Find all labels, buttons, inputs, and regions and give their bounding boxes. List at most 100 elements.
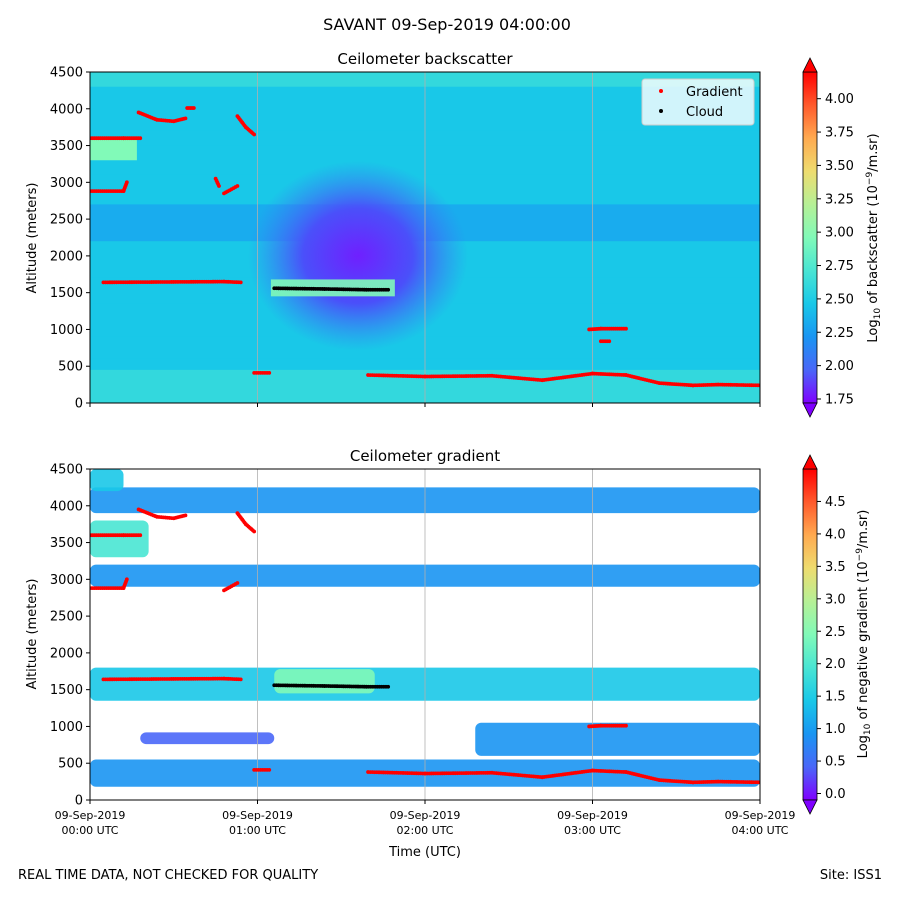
y-tick-label: 500 <box>58 360 83 375</box>
x-tick-label-time: 01:00 UTC <box>229 824 286 837</box>
quality-disclaimer: REAL TIME DATA, NOT CHECKED FOR QUALITY <box>18 868 319 883</box>
gradient-point <box>235 184 240 188</box>
colorbar-tick-label: 1.75 <box>825 392 854 407</box>
y-tick-label: 3500 <box>50 139 83 154</box>
backscatter-low-region <box>248 160 468 351</box>
gradient-colorbar: 0.0 0.5 1.0 1.5 2.0 2.5 3.0 3.5 4.0 4.5 <box>802 454 846 815</box>
gradient-title: Ceilometer gradient <box>350 447 500 465</box>
gradient-y-ticks: 0 500 1000 1500 2000 2500 3000 3500 4000 4500 <box>50 463 90 809</box>
gradient-markers <box>90 507 760 785</box>
colorbar-tick-label: 2.25 <box>825 326 854 341</box>
colorbar-tick-label: 4.00 <box>825 92 854 107</box>
x-tick-label-time: 02:00 UTC <box>396 824 453 837</box>
legend-gradient-label: Gradient <box>686 85 743 100</box>
colorbar-max-extend <box>802 454 818 470</box>
gradient-point <box>183 513 188 518</box>
colorbar-tick-label: 2.0 <box>825 657 846 672</box>
y-tick-label: 500 <box>58 757 83 772</box>
colorbar-tick-label: 2.5 <box>825 625 846 640</box>
gradient-x-ticks: 09-Sep-2019 00:00 UTC 09-Sep-2019 01:00 UTC… <box>55 800 796 837</box>
colorbar-min-extend <box>802 799 818 815</box>
x-tick-label-date: 09-Sep-2019 <box>222 809 293 822</box>
colorbar-tick-label: 3.5 <box>825 560 846 575</box>
gradient-point <box>183 116 188 121</box>
y-tick-label: 2000 <box>50 646 83 661</box>
backscatter-x-ticks <box>89 403 761 407</box>
colorbar-tick-label: 4.0 <box>825 527 846 542</box>
colorbar-tick-label: 3.25 <box>825 192 854 207</box>
y-tick-label: 2500 <box>50 610 83 625</box>
legend: Gradient Cloud <box>641 78 755 126</box>
y-tick-label: 3000 <box>50 573 83 588</box>
backscatter-gridlines <box>257 72 593 403</box>
backscatter-y-ticks: 0 500 1000 1500 2000 2500 3000 3500 4000 4500 <box>50 66 90 412</box>
legend-gradient-marker <box>659 89 663 93</box>
gradient-point <box>138 136 143 141</box>
x-tick-label-date: 09-Sep-2019 <box>725 809 796 822</box>
x-tick-label-date: 09-Sep-2019 <box>55 809 126 822</box>
gradient-point <box>124 577 129 582</box>
colorbar-tick-label: 2.00 <box>825 359 854 374</box>
y-tick-label: 4500 <box>50 463 83 478</box>
y-tick-label: 2000 <box>50 249 83 264</box>
y-tick-label: 4000 <box>50 499 83 514</box>
gradient-point <box>607 339 612 344</box>
colorbar-tick-label: 2.50 <box>825 292 854 307</box>
cloud-point <box>386 287 391 292</box>
colorbar-tick-label: 0.0 <box>825 787 846 802</box>
y-tick-label: 4500 <box>50 66 83 81</box>
colorbar-tick-label: 0.5 <box>825 755 846 770</box>
site-label: Site: ISS1 <box>819 868 882 883</box>
backscatter-title: Ceilometer backscatter <box>337 50 513 68</box>
gradient-point <box>624 723 628 728</box>
y-tick-label: 0 <box>75 794 83 809</box>
legend-box <box>641 78 755 126</box>
x-tick-label-time: 00:00 UTC <box>61 824 118 837</box>
legend-cloud-marker <box>659 109 663 113</box>
y-tick-label: 2500 <box>50 213 83 228</box>
gradient-point <box>217 184 221 188</box>
gradient-point <box>235 581 240 585</box>
y-tick-label: 1500 <box>50 286 83 301</box>
gradient-x-axis-label: Time (UTC) <box>388 845 461 860</box>
gradient-band <box>140 732 275 745</box>
backscatter-colorbar-label: Log10 of backscatter (10−9/m.sr) <box>865 133 883 342</box>
backscatter-y-axis-label: Altitude (meters) <box>25 183 40 294</box>
gradient-point <box>238 677 243 682</box>
y-tick-label: 4000 <box>50 102 83 117</box>
x-tick-label-date: 09-Sep-2019 <box>557 809 628 822</box>
gradient-point <box>191 106 196 110</box>
backscatter-high-region <box>90 138 137 161</box>
colorbar-body <box>802 71 818 404</box>
gradient-gridlines <box>257 469 593 800</box>
backscatter-colorbar: 1.75 2.00 2.25 2.50 2.75 3.00 3.25 3.50 3.75 4.00 <box>802 57 854 418</box>
figure-suptitle: SAVANT 09-Sep-2019 04:00:00 <box>323 15 571 34</box>
colorbar-tick-label: 4.5 <box>825 495 846 510</box>
colorbar-tick-label: 1.0 <box>825 722 846 737</box>
colorbar-max-extend <box>802 57 818 73</box>
gradient-point <box>124 180 129 185</box>
gradient-point <box>624 326 628 331</box>
gradient-band <box>90 520 149 558</box>
colorbar-tick-label: 3.00 <box>825 226 854 241</box>
y-tick-label: 3000 <box>50 176 83 191</box>
gradient-band <box>475 722 760 756</box>
colorbar-tick-label: 2.75 <box>825 259 854 274</box>
y-tick-label: 0 <box>75 397 83 412</box>
colorbar-body <box>802 468 818 801</box>
colorbar-tick-label: 3.0 <box>825 592 846 607</box>
y-tick-label: 1000 <box>50 720 83 735</box>
colorbar-tick-label: 3.50 <box>825 159 854 174</box>
x-tick-label-time: 04:00 UTC <box>731 824 788 837</box>
gradient-point <box>252 529 257 534</box>
backscatter-markers <box>90 106 760 388</box>
gradient-y-axis-label: Altitude (meters) <box>25 579 40 690</box>
x-tick-label-date: 09-Sep-2019 <box>390 809 461 822</box>
gradient-point <box>252 132 257 137</box>
cloud-point <box>386 684 391 689</box>
x-tick-label-time: 03:00 UTC <box>564 824 621 837</box>
colorbar-tick-label: 3.75 <box>825 126 854 141</box>
y-tick-label: 3500 <box>50 536 83 551</box>
gradient-point <box>238 280 243 285</box>
